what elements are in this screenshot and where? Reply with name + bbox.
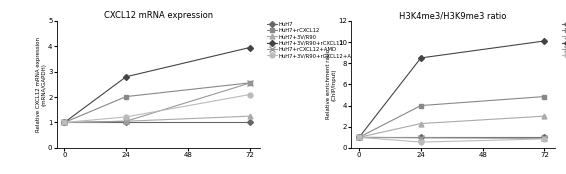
Line: HuH7+3V/R90+rCXCL12+AMD: HuH7+3V/R90+rCXCL12+AMD — [357, 135, 547, 145]
HuH7+3V/R90+rCXCL12+AMD — [246, 93, 253, 96]
Line: HuH7+rCXCL12: HuH7+rCXCL12 — [357, 94, 547, 140]
HuH7+3V/R90+rCXCL12 — [61, 121, 68, 124]
Line: HuH7+3V/R90+rCXCL12: HuH7+3V/R90+rCXCL12 — [62, 45, 252, 125]
Line: HuH7+3V/R90+rCXCL12: HuH7+3V/R90+rCXCL12 — [357, 39, 546, 139]
Line: HuH7+rCXCL12: HuH7+rCXCL12 — [62, 80, 252, 125]
HuH7+3V/R90+rCXCL12 — [355, 136, 362, 138]
Line: HuH7+3V/R90+rCXCL12+AMD: HuH7+3V/R90+rCXCL12+AMD — [62, 92, 252, 125]
Line: HuH7+rCXCL12+AMD: HuH7+rCXCL12+AMD — [357, 135, 547, 141]
HuH7+rCXCL12+AMD — [61, 121, 68, 124]
HuH7+rCXCL12+AMD — [123, 120, 130, 122]
HuH7+3V/R90+rCXCL12+AMD — [541, 138, 548, 140]
HuH7+3V/R90+rCXCL12+AMD — [123, 116, 130, 118]
HuH7+3V/R90+rCXCL12+AMD — [355, 136, 362, 138]
Legend: HuH7, HuH7+rCXCL12, HuH7+3V/R90, HuH7+3V/R90+rCXCL12, HuH7+rCXCL12+AMD, HuH7+3V/: HuH7, HuH7+rCXCL12, HuH7+3V/R90, HuH7+3V… — [267, 21, 360, 59]
Title: H3K4me3/H3K9me3 ratio: H3K4me3/H3K9me3 ratio — [400, 11, 507, 20]
HuH7+3V/R90 — [123, 120, 130, 122]
HuH7+3V/R90+rCXCL12 — [246, 46, 253, 49]
HuH7+3V/R90 — [355, 136, 362, 138]
HuH7+rCXCL12 — [355, 136, 362, 138]
HuH7 — [355, 136, 362, 138]
HuH7+3V/R90 — [418, 122, 424, 125]
Title: CXCL12 mRNA expression: CXCL12 mRNA expression — [104, 11, 213, 20]
HuH7+rCXCL12 — [61, 121, 68, 124]
HuH7+rCXCL12+AMD — [541, 137, 548, 139]
HuH7 — [61, 121, 68, 124]
Line: HuH7: HuH7 — [357, 135, 546, 139]
Y-axis label: Relative enrichment ratio
(ChIP/Input): Relative enrichment ratio (ChIP/Input) — [326, 49, 337, 119]
HuH7+rCXCL12 — [418, 105, 424, 107]
HuH7+3V/R90 — [61, 121, 68, 124]
HuH7+rCXCL12 — [246, 82, 253, 84]
HuH7+3V/R90 — [246, 115, 253, 117]
HuH7 — [123, 121, 130, 124]
HuH7+rCXCL12+AMD — [246, 82, 253, 84]
HuH7+rCXCL12 — [123, 96, 130, 98]
Line: HuH7+3V/R90: HuH7+3V/R90 — [357, 114, 547, 140]
HuH7+rCXCL12+AMD — [355, 136, 362, 138]
HuH7+3V/R90+rCXCL12+AMD — [61, 121, 68, 124]
Line: HuH7: HuH7 — [62, 120, 252, 125]
HuH7+3V/R90+rCXCL12 — [418, 57, 424, 59]
HuH7 — [418, 136, 424, 138]
HuH7+rCXCL12 — [541, 96, 548, 98]
HuH7+3V/R90 — [541, 115, 548, 117]
Y-axis label: Relative CXCL12 mRNA expression
(mRNA/GAPDH): Relative CXCL12 mRNA expression (mRNA/GA… — [36, 37, 46, 132]
Line: HuH7+rCXCL12+AMD: HuH7+rCXCL12+AMD — [62, 80, 252, 125]
HuH7+3V/R90+rCXCL12 — [123, 76, 130, 78]
HuH7+3V/R90+rCXCL12 — [541, 40, 548, 42]
Legend: -, -, -, -, -, -: -, -, -, -, -, - — [561, 21, 566, 59]
HuH7+rCXCL12+AMD — [418, 137, 424, 139]
HuH7 — [246, 121, 253, 124]
Line: HuH7+3V/R90: HuH7+3V/R90 — [62, 114, 252, 125]
HuH7 — [541, 136, 548, 138]
HuH7+3V/R90+rCXCL12+AMD — [418, 141, 424, 143]
